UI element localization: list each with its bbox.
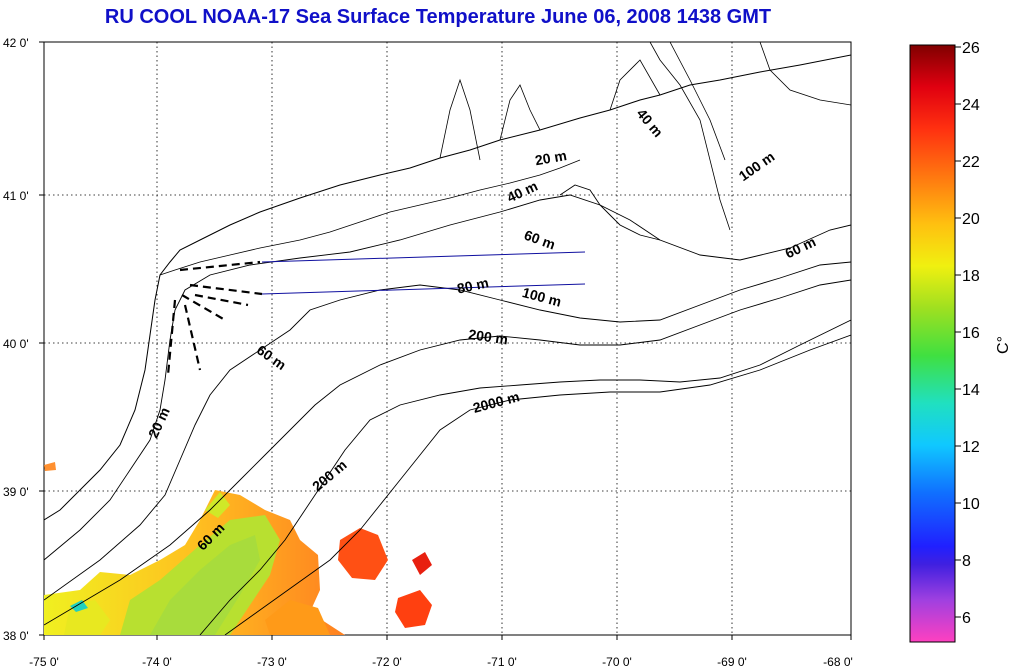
dashed-survey-lines [166, 260, 263, 376]
lat-label: 39 0' [3, 485, 29, 499]
lon-label: -70 0' [602, 655, 632, 669]
colorbar-tick: 12 [962, 439, 980, 456]
colorbar-unit-label: C° [995, 336, 1012, 354]
lon-label: -69 0' [717, 655, 747, 669]
lon-label: -75 0' [29, 655, 59, 669]
colorbar-tick: 8 [962, 553, 971, 570]
map-title: RU COOL NOAA-17 Sea Surface Temperature … [104, 6, 772, 28]
transect-lines [261, 251, 586, 295]
isobath-label: 20 m [534, 147, 568, 168]
lat-label: 40 0' [3, 337, 29, 351]
isobath-label: 200 m [468, 326, 510, 347]
colorbar-tick: 6 [962, 610, 971, 627]
longitude-labels: -75 0' -74 0' -73 0' -72 0' -71 0' -70 0… [29, 655, 853, 669]
lat-label: 41 0' [3, 189, 29, 203]
colorbar-tick: 16 [962, 325, 980, 342]
coastline [44, 54, 851, 521]
lat-label: 38 0' [3, 629, 29, 643]
colorbar-tick: 20 [962, 211, 980, 228]
colorbar-tick: 14 [962, 382, 980, 399]
colorbar-tick: 26 [962, 40, 980, 57]
latitude-labels: 42 0' 41 0' 40 0' 39 0' 38 0' [3, 36, 29, 643]
lon-label: -71 0' [487, 655, 517, 669]
isobath-label: 80 m [456, 274, 491, 296]
colorbar-tick: 10 [962, 496, 980, 513]
colorbar-tick: 22 [962, 154, 980, 171]
axis-ticks [39, 41, 852, 640]
colorbar-tick: 24 [962, 97, 980, 114]
lon-label: -68 0' [823, 655, 853, 669]
colorbar-tick: 18 [962, 268, 980, 285]
sst-data-swath [44, 462, 432, 635]
colorbar-scale [909, 44, 956, 643]
plot-frame [43, 41, 852, 636]
lat-label: 42 0' [3, 36, 29, 50]
lon-label: -72 0' [372, 655, 402, 669]
lon-label: -74 0' [142, 655, 172, 669]
colorbar: 26 24 22 20 18 16 14 12 10 8 6 C° [909, 40, 1012, 643]
lon-label: -73 0' [257, 655, 287, 669]
